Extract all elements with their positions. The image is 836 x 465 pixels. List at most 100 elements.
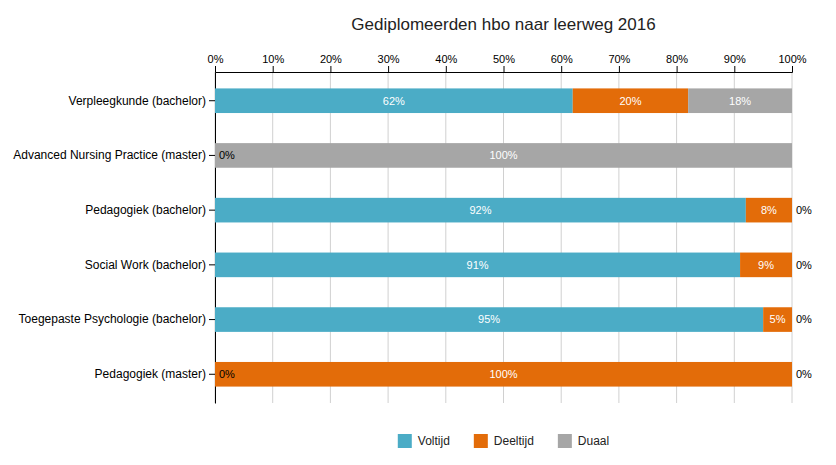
x-tick-mark — [215, 66, 216, 72]
data-label: 92% — [469, 204, 491, 216]
bar — [215, 143, 792, 168]
legend-item: Duaal — [558, 434, 609, 448]
x-tick: 100% — [778, 53, 806, 72]
x-tick-mark — [446, 66, 447, 72]
y-tick: Pedagogiek (bachelor) — [85, 203, 215, 217]
legend-swatch — [474, 434, 488, 448]
grid-line — [792, 72, 793, 403]
x-tick-label: 100% — [778, 53, 806, 65]
x-tick-mark — [273, 66, 274, 72]
x-tick: 60% — [551, 53, 573, 72]
x-tick-label: 60% — [551, 53, 573, 65]
data-label: 100% — [489, 368, 517, 380]
bars — [215, 88, 792, 386]
x-tick-mark — [504, 66, 505, 72]
plot: 0%10%20%30%40%50%60%70%80%90%100%Verplee… — [13, 53, 812, 404]
bar — [215, 88, 573, 113]
y-tick-mark — [209, 210, 215, 211]
x-tick-label: 80% — [666, 53, 688, 65]
y-tick-mark — [209, 374, 215, 375]
grid-line — [734, 72, 735, 403]
y-tick-mark — [209, 264, 215, 265]
y-tick-label: Advanced Nursing Practice (master) — [13, 148, 206, 162]
x-tick: 40% — [435, 53, 457, 72]
data-label: 91% — [467, 259, 489, 271]
y-tick-label: Pedagogiek (master) — [95, 367, 206, 381]
y-tick-label: Verpleegkunde (bachelor) — [69, 94, 206, 108]
x-tick-mark — [677, 66, 678, 72]
series — [215, 88, 792, 167]
y-tick-mark — [209, 319, 215, 320]
legend-swatch — [558, 434, 572, 448]
grid-line — [503, 72, 504, 403]
x-tick-label: 40% — [435, 53, 457, 65]
y-axis: Verpleegkunde (bachelor) Advanced Nursing… — [13, 73, 215, 404]
legend: Voltijd Deeltijd Duaal — [398, 434, 609, 448]
bar — [573, 88, 688, 113]
data-label: 0% — [796, 259, 812, 271]
grid-line — [618, 72, 619, 403]
data-label: 0% — [796, 313, 812, 325]
data-labels: 62%0%92%91%95%0%20%8%9%5%100%18%100%0%0%… — [219, 95, 812, 381]
data-label: 18% — [729, 95, 751, 107]
bar — [792, 362, 793, 387]
bar — [215, 362, 792, 387]
y-tick: Verpleegkunde (bachelor) — [69, 94, 215, 108]
y-axis-line — [215, 73, 216, 404]
y-tick-label: Social Work (bachelor) — [85, 258, 206, 272]
legend-label: Voltijd — [418, 434, 450, 448]
legend-swatch — [398, 434, 412, 448]
bar — [215, 253, 740, 278]
y-tick: Toegepaste Psychologie (bachelor) — [19, 312, 215, 326]
x-axis: 0%10%20%30%40%50%60%70%80%90%100% — [208, 53, 807, 73]
legend-label: Deeltijd — [494, 434, 534, 448]
grid-line — [445, 72, 446, 403]
x-tick-label: 10% — [262, 53, 284, 65]
bar — [746, 198, 792, 223]
data-label: 5% — [770, 313, 786, 325]
data-label: 0% — [219, 368, 235, 380]
bar — [688, 88, 792, 113]
y-tick: Advanced Nursing Practice (master) — [13, 148, 215, 162]
y-tick-mark — [209, 100, 215, 101]
chart: Gediplomeerden hbo naar leerweg 20160%10… — [0, 0, 836, 465]
data-label: 0% — [219, 149, 235, 161]
grid-line — [215, 72, 216, 403]
series — [215, 88, 792, 386]
data-label: 9% — [758, 259, 774, 271]
y-tick: Social Work (bachelor) — [85, 258, 215, 272]
y-tick-mark — [209, 155, 215, 156]
x-tick: 70% — [608, 53, 630, 72]
x-tick-mark — [561, 66, 562, 72]
grid — [215, 72, 792, 403]
y-tick: Pedagogiek (master) — [95, 367, 215, 381]
x-tick-label: 30% — [378, 53, 400, 65]
bar — [215, 198, 746, 223]
x-tick-label: 90% — [724, 53, 746, 65]
data-label: 0% — [796, 204, 812, 216]
x-tick-mark — [792, 66, 793, 72]
grid-line — [676, 72, 677, 403]
x-tick-label: 70% — [608, 53, 630, 65]
x-tick-mark — [619, 66, 620, 72]
series — [215, 88, 763, 331]
bar — [763, 307, 792, 332]
legend-label: Duaal — [578, 434, 609, 448]
y-tick-label: Pedagogiek (bachelor) — [85, 203, 206, 217]
grid-line — [388, 72, 389, 403]
bar — [740, 253, 792, 278]
data-label: 62% — [383, 95, 405, 107]
legend-item: Deeltijd — [474, 434, 534, 448]
x-tick-label: 20% — [320, 53, 342, 65]
x-tick-mark — [388, 66, 389, 72]
data-label: 8% — [761, 204, 777, 216]
data-label: 95% — [478, 313, 500, 325]
x-tick-mark — [330, 66, 331, 72]
bar — [215, 307, 763, 332]
x-tick: 20% — [320, 53, 342, 72]
x-tick: 0% — [208, 53, 224, 72]
bar — [792, 253, 793, 278]
bar — [792, 307, 793, 332]
x-tick: 80% — [666, 53, 688, 72]
x-tick: 10% — [262, 53, 284, 72]
